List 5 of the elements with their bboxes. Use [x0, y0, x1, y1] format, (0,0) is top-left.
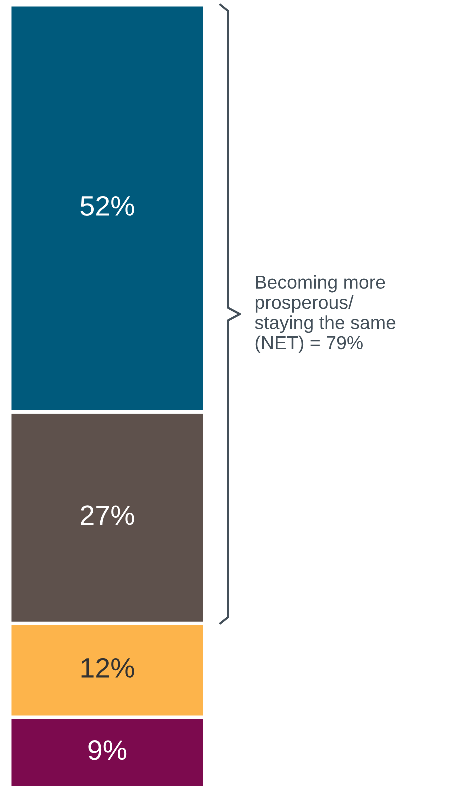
data-label: 52%: [80, 196, 134, 216]
data-label: 9%: [88, 740, 127, 760]
data-label: 27%: [81, 506, 134, 526]
text: Becoming more prosperous/ staying the same (NET) = 79%: [255, 275, 396, 354]
data-label: 12%: [82, 658, 134, 678]
